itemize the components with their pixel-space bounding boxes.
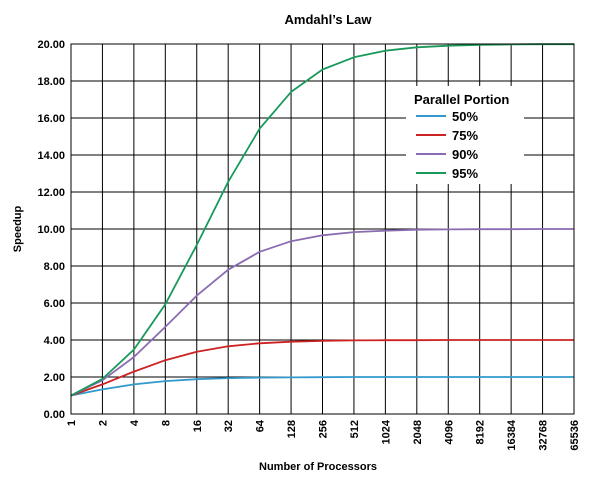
y-axis-title: Speedup [12, 205, 24, 252]
y-tick-label: 10.00 [37, 224, 65, 236]
x-axis-title: Number of Processors [259, 461, 377, 473]
chart-title: Amdahl’s Law [285, 12, 373, 27]
x-tick-label: 8 [160, 420, 172, 426]
x-tick-label: 16 [192, 420, 204, 432]
y-tick-label: 2.00 [44, 372, 65, 384]
y-tick-label: 12.00 [37, 187, 65, 199]
legend: Parallel Portion 50% 75% 90% 95% [406, 86, 524, 184]
x-tick-label: 128 [286, 420, 298, 438]
x-tick-label: 4 [129, 419, 141, 426]
y-tick-label: 14.00 [37, 150, 65, 162]
x-tick-label: 4096 [443, 420, 455, 444]
legend-label: 75% [452, 128, 478, 143]
series-line-95pct [70, 43, 574, 397]
x-axis-ticks: 1 2 4 8 16 32 64 128 256 512 1024 2048 4096 8192 16384… [66, 419, 581, 450]
legend-label: 95% [452, 166, 478, 181]
y-tick-label: 0.00 [44, 409, 65, 421]
legend-label: 90% [452, 147, 478, 162]
legend-label: 50% [452, 109, 478, 124]
x-tick-label: 8192 [475, 420, 487, 444]
y-tick-label: 20.00 [37, 39, 65, 51]
y-axis-ticks: 0.00 2.00 4.00 6.00 8.00 10.00 12.00 14.00 16.00… [37, 39, 65, 421]
x-tick-label: 2048 [412, 420, 424, 444]
series-line-75pct [70, 339, 574, 397]
x-tick-label: 1 [66, 420, 78, 426]
legend-title: Parallel Portion [414, 92, 509, 107]
x-tick-label: 32 [223, 420, 235, 432]
series-lines [70, 43, 574, 397]
y-tick-label: 16.00 [37, 113, 65, 125]
x-tick-label: 512 [349, 420, 361, 438]
x-tick-label: 64 [255, 419, 267, 432]
x-tick-label: 1024 [380, 419, 392, 444]
x-tick-label: 65536 [569, 420, 581, 451]
x-tick-label: 16384 [506, 419, 518, 450]
series-line-90pct [70, 228, 574, 397]
x-tick-label: 256 [318, 420, 330, 438]
plot-frame [70, 43, 575, 415]
y-tick-label: 6.00 [44, 298, 65, 310]
y-tick-label: 4.00 [44, 335, 65, 347]
x-tick-label: 2 [97, 420, 109, 426]
y-tick-label: 18.00 [37, 76, 65, 88]
series-line-50pct [70, 376, 574, 397]
y-tick-label: 8.00 [44, 261, 65, 273]
x-tick-label: 32768 [538, 420, 550, 451]
